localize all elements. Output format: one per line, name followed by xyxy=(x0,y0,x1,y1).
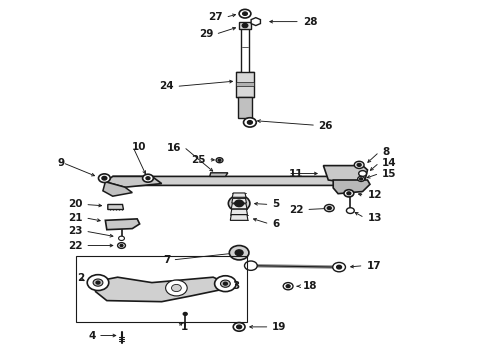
Circle shape xyxy=(239,9,251,18)
Circle shape xyxy=(357,163,361,166)
Circle shape xyxy=(244,118,256,127)
Text: 19: 19 xyxy=(272,322,286,332)
Text: 14: 14 xyxy=(382,158,397,168)
Polygon shape xyxy=(231,204,247,209)
Polygon shape xyxy=(251,18,261,26)
Circle shape xyxy=(242,23,248,28)
Text: 1: 1 xyxy=(180,322,188,332)
Circle shape xyxy=(228,195,250,211)
Circle shape xyxy=(337,265,342,269)
Circle shape xyxy=(96,281,100,284)
Circle shape xyxy=(215,276,236,292)
Polygon shape xyxy=(103,182,132,196)
Text: 21: 21 xyxy=(68,213,82,223)
Text: 3: 3 xyxy=(233,281,240,291)
Circle shape xyxy=(216,158,223,163)
Text: 20: 20 xyxy=(68,199,82,210)
Circle shape xyxy=(237,325,242,329)
Text: 9: 9 xyxy=(58,158,65,168)
Circle shape xyxy=(98,174,110,183)
Text: 22: 22 xyxy=(68,240,82,251)
Circle shape xyxy=(183,312,187,315)
Circle shape xyxy=(359,171,367,176)
Circle shape xyxy=(102,176,107,180)
Circle shape xyxy=(347,192,351,195)
Circle shape xyxy=(223,282,227,285)
Text: 18: 18 xyxy=(303,281,318,291)
Polygon shape xyxy=(323,166,368,184)
Circle shape xyxy=(166,280,187,296)
Circle shape xyxy=(229,246,249,260)
Text: 24: 24 xyxy=(159,81,174,91)
Text: 4: 4 xyxy=(88,330,96,341)
Text: 23: 23 xyxy=(68,226,82,236)
Text: 25: 25 xyxy=(191,155,206,165)
Text: 7: 7 xyxy=(163,255,171,265)
Text: 17: 17 xyxy=(367,261,381,271)
Circle shape xyxy=(87,275,109,291)
Polygon shape xyxy=(333,180,370,194)
Text: 10: 10 xyxy=(131,142,146,152)
Polygon shape xyxy=(231,209,247,215)
Polygon shape xyxy=(232,193,246,197)
Circle shape xyxy=(245,261,257,270)
Text: 8: 8 xyxy=(382,147,390,157)
Text: 11: 11 xyxy=(289,168,304,179)
Circle shape xyxy=(120,244,123,247)
Bar xyxy=(239,22,251,29)
Circle shape xyxy=(143,174,153,182)
Circle shape xyxy=(220,280,230,287)
Text: 26: 26 xyxy=(318,121,333,131)
Polygon shape xyxy=(105,176,162,187)
Text: 16: 16 xyxy=(167,143,181,153)
Bar xyxy=(236,72,254,97)
Circle shape xyxy=(233,323,245,331)
Circle shape xyxy=(360,178,363,180)
Circle shape xyxy=(119,236,124,240)
Circle shape xyxy=(146,177,150,180)
Text: 15: 15 xyxy=(382,168,397,179)
Circle shape xyxy=(333,262,345,272)
Circle shape xyxy=(344,190,354,197)
Circle shape xyxy=(243,12,247,15)
Circle shape xyxy=(346,208,354,213)
Circle shape xyxy=(247,121,252,124)
Polygon shape xyxy=(210,173,228,176)
Text: 6: 6 xyxy=(272,219,279,229)
Polygon shape xyxy=(232,198,246,203)
Circle shape xyxy=(118,243,125,248)
Circle shape xyxy=(283,283,293,290)
Polygon shape xyxy=(113,176,358,185)
Text: 27: 27 xyxy=(208,12,223,22)
Circle shape xyxy=(324,204,334,212)
Text: 13: 13 xyxy=(368,213,382,223)
Circle shape xyxy=(235,250,243,256)
Bar xyxy=(236,82,254,86)
Bar xyxy=(76,256,247,322)
Circle shape xyxy=(358,176,365,181)
Polygon shape xyxy=(105,219,140,230)
Circle shape xyxy=(93,279,103,286)
Circle shape xyxy=(235,200,244,207)
Circle shape xyxy=(286,285,290,288)
Text: 29: 29 xyxy=(199,29,213,39)
Polygon shape xyxy=(230,215,248,220)
Circle shape xyxy=(327,207,331,210)
Bar xyxy=(238,97,252,118)
Text: 22: 22 xyxy=(289,204,304,215)
Polygon shape xyxy=(108,204,123,210)
Circle shape xyxy=(218,159,221,161)
Text: 2: 2 xyxy=(77,273,85,283)
Circle shape xyxy=(354,161,364,168)
Text: 12: 12 xyxy=(368,190,382,200)
Text: 28: 28 xyxy=(303,17,318,27)
Circle shape xyxy=(172,284,181,292)
Text: 5: 5 xyxy=(272,199,279,210)
Polygon shape xyxy=(96,277,225,302)
